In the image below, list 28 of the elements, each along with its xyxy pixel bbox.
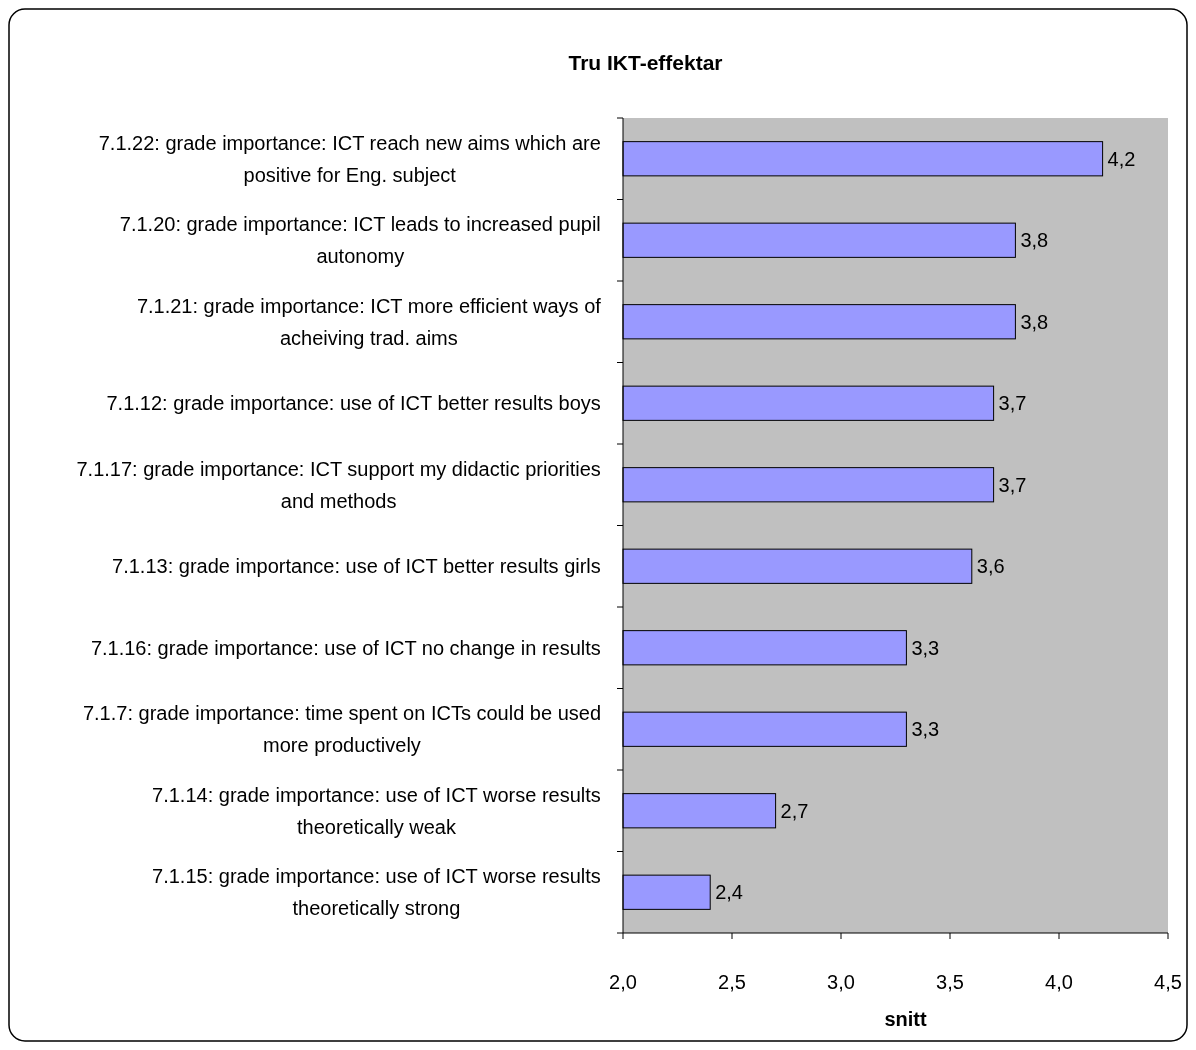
data-label: 3,7 — [998, 473, 1027, 496]
x-tick-label: 3,5 — [936, 971, 964, 993]
x-tick-label: 4,5 — [1154, 971, 1182, 993]
data-label: 3,7 — [998, 392, 1027, 415]
y-tick-label: 7.1.17: grade importance: ICT support my didactic priorities and methods — [76, 457, 601, 512]
y-tick-label: 7.1.12: grade importance: use of ICT better results boys — [106, 392, 601, 415]
y-tick-label: 7.1.16: grade importance: use of ICT no change in results — [90, 636, 601, 659]
x-axis-title: snitt — [884, 1008, 927, 1030]
x-tick-label: 2,0 — [609, 971, 637, 993]
y-tick-label: 7.1.22: grade importance: ICT reach new aims which are positive for Eng. subject — [98, 131, 601, 186]
y-tick-label: 7.1.21: grade importance: ICT more efficient ways of acheiving trad. aims — [136, 294, 602, 349]
data-label: 3,6 — [976, 555, 1005, 578]
y-tick-label: 7.1.20: grade importance: ICT leads to increased pupil autonomy — [119, 213, 601, 268]
x-tick-label: 4,0 — [1045, 971, 1073, 993]
data-label: 3,3 — [911, 718, 940, 741]
data-label: 3,8 — [1020, 229, 1049, 252]
y-tick-label: 7.1.14: grade importance: use of ICT worse results theoretically weak — [152, 783, 601, 838]
data-label: 3,8 — [1020, 310, 1049, 333]
data-label: 2,7 — [780, 799, 809, 822]
chart-title: Tru IKT-effektar — [568, 51, 723, 74]
y-tick-label: 7.1.7: grade importance: time spent on ICTs could be used more productively — [82, 702, 601, 757]
data-label: 3,3 — [911, 636, 940, 659]
data-label: 4,2 — [1107, 147, 1136, 170]
y-tick-label: 7.1.15: grade importance: use of ICT worse results theoretically strong — [152, 865, 601, 920]
x-tick-label: 3,0 — [827, 971, 855, 993]
data-label: 2,4 — [715, 881, 744, 904]
y-tick-label: 7.1.13: grade importance: use of ICT better results girls — [112, 555, 601, 578]
x-tick-label: 2,5 — [718, 971, 746, 993]
